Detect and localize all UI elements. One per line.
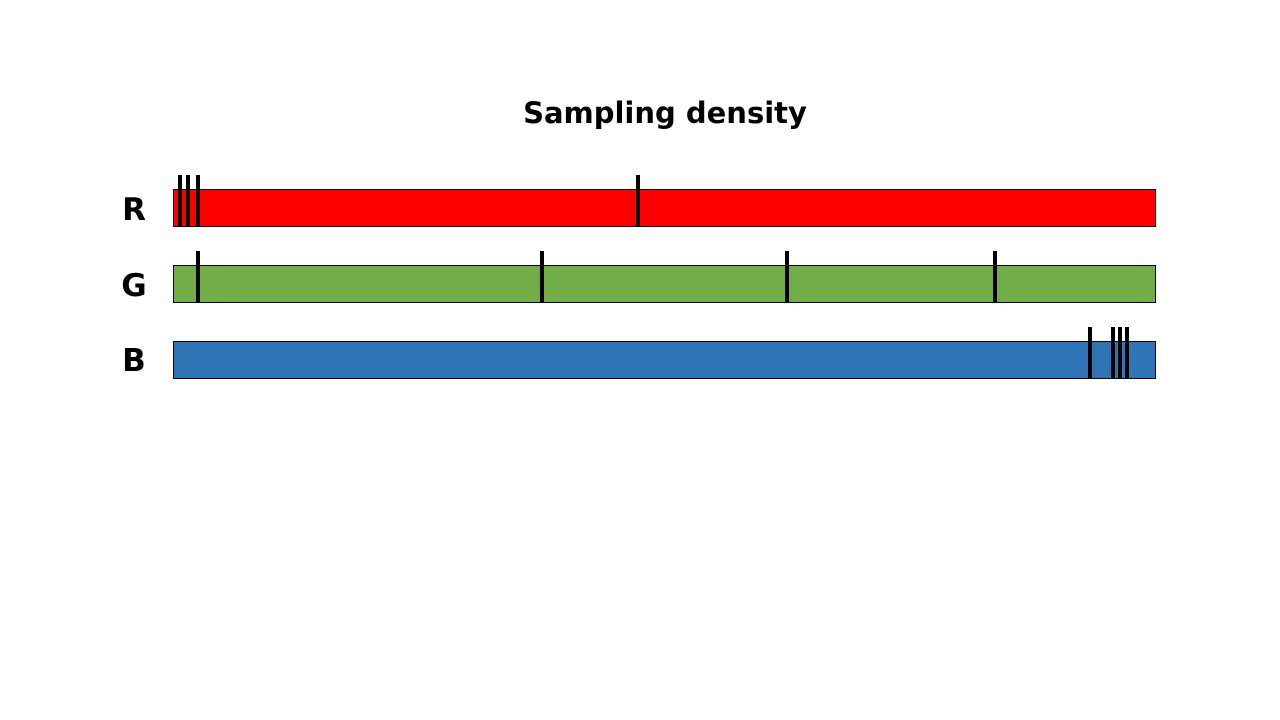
- sample-tick-g-3: [785, 251, 790, 303]
- sample-tick-g-4: [992, 251, 997, 303]
- channel-bar-r: [173, 189, 1156, 227]
- sample-tick-r-4: [635, 175, 640, 227]
- channel-label-r: R: [122, 192, 146, 228]
- sample-tick-g-2: [539, 251, 544, 303]
- channel-label-b: B: [122, 343, 146, 379]
- sample-tick-b-4: [1125, 327, 1130, 379]
- sample-tick-g-1: [195, 251, 200, 303]
- sample-tick-r-1: [177, 175, 182, 227]
- sample-tick-b-1: [1088, 327, 1093, 379]
- diagram-title: Sampling density: [523, 96, 807, 130]
- sample-tick-r-2: [185, 175, 190, 227]
- sample-tick-b-3: [1117, 327, 1122, 379]
- channel-bar-g: [173, 265, 1156, 303]
- channel-label-g: G: [121, 268, 147, 304]
- sample-tick-r-3: [195, 175, 200, 227]
- channel-bar-b: [173, 341, 1156, 379]
- sample-tick-b-2: [1110, 327, 1115, 379]
